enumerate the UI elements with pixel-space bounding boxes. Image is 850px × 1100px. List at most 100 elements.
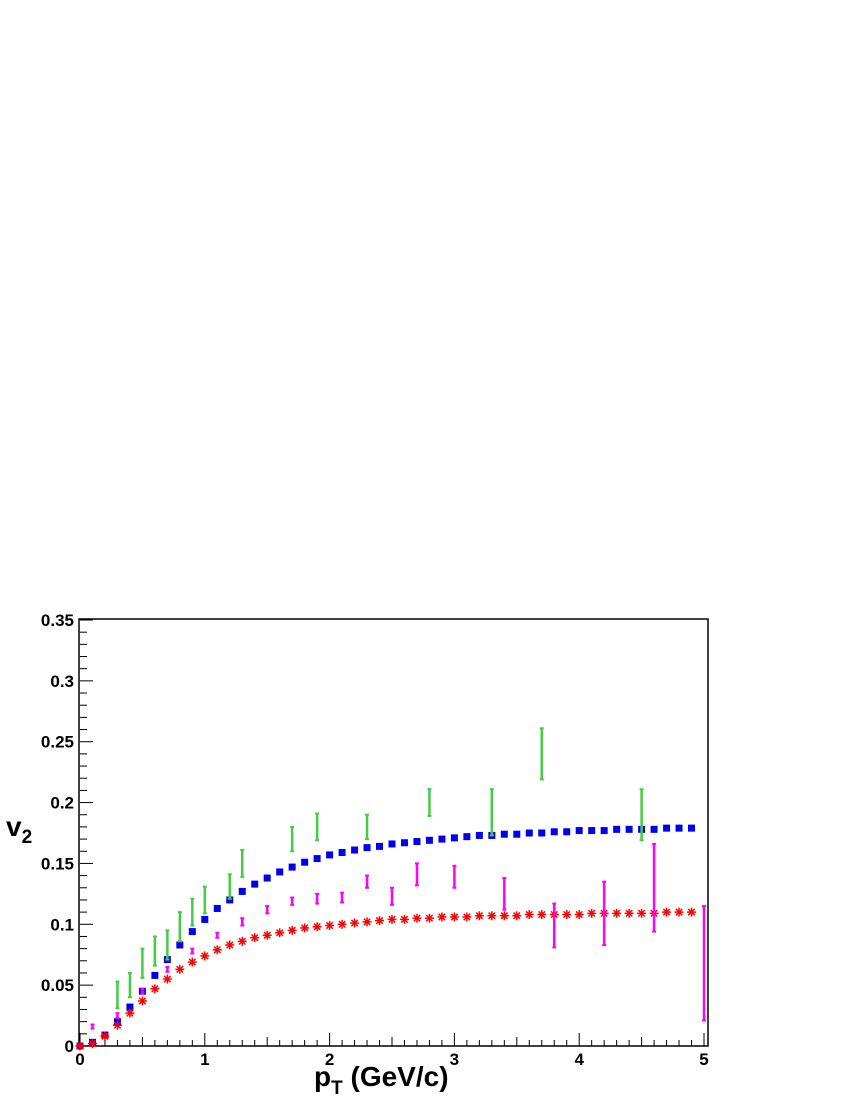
blue-square-point	[188, 928, 196, 936]
red-star-point	[150, 984, 160, 994]
y-tick-label: 0.35	[41, 611, 74, 630]
y-axis-title: v2	[6, 811, 32, 848]
green-error-bar	[365, 813, 370, 841]
blue-square-point	[313, 855, 321, 863]
red-star-point	[424, 913, 434, 923]
blue-square-point	[625, 825, 633, 833]
magenta-error-bar	[652, 842, 657, 933]
red-star-point	[275, 928, 285, 938]
series-3	[115, 727, 644, 1010]
magenta-error-bar	[315, 892, 320, 905]
magenta-error-bar	[290, 896, 295, 906]
blue-square-point	[388, 840, 396, 848]
y-axis-title-sub: 2	[22, 827, 33, 848]
red-star-point	[200, 951, 210, 961]
red-star-point	[562, 910, 572, 920]
magenta-error-bar	[240, 917, 245, 927]
blue-square-point	[413, 838, 421, 846]
blue-square-point	[575, 827, 583, 835]
blue-square-point	[438, 835, 446, 843]
magenta-error-bar	[414, 862, 419, 887]
red-star-point	[387, 914, 397, 924]
red-star-point	[100, 1031, 110, 1041]
series-1	[75, 907, 697, 1051]
magenta-error-bar	[390, 886, 394, 906]
x-tick-label: 4	[574, 1050, 584, 1069]
x-tick-label: 2	[325, 1050, 334, 1069]
red-star-point	[250, 933, 260, 943]
blue-square-point	[663, 824, 671, 832]
green-error-bar	[315, 812, 320, 842]
green-error-bar	[152, 935, 157, 967]
red-star-point	[674, 907, 684, 917]
red-star-point	[112, 1020, 122, 1030]
series-2	[90, 842, 706, 1030]
magenta-error-bar	[140, 987, 145, 995]
magenta-error-bar	[452, 864, 457, 889]
magenta-error-bar	[552, 902, 557, 949]
axes: 0 1 2 3 4 5 0 0.05 0.1 0.15 0.2 0.25 0.3 0.35	[41, 611, 709, 1069]
blue-square-point	[563, 828, 571, 836]
green-error-bar	[115, 980, 120, 1010]
y-axis-title-main: v	[6, 811, 22, 842]
y-tick-label: 0.25	[41, 733, 74, 752]
blue-square-point	[650, 825, 658, 833]
x-axis-title-main: p	[314, 1061, 331, 1092]
magenta-error-bar	[502, 877, 507, 911]
blue-square-point	[176, 941, 184, 949]
magenta-error-bar	[215, 931, 220, 939]
red-star-point	[225, 940, 235, 950]
red-star-point	[624, 908, 634, 918]
blue-square-point	[425, 836, 433, 844]
red-star-point	[137, 996, 147, 1006]
magenta-error-bar	[165, 965, 170, 973]
blue-square-point	[338, 848, 346, 856]
red-star-point	[87, 1039, 97, 1049]
red-star-point	[325, 921, 335, 931]
green-error-bar	[227, 873, 232, 900]
y-tick-label: 0.15	[41, 854, 74, 873]
red-star-point	[362, 917, 372, 927]
red-star-point	[587, 908, 597, 918]
red-star-point	[662, 907, 672, 917]
red-star-point	[637, 908, 647, 918]
blue-square-point	[550, 828, 558, 836]
red-star-point	[687, 907, 697, 917]
red-star-point	[487, 911, 497, 921]
x-tick-label: 5	[699, 1050, 708, 1069]
green-error-bar	[240, 849, 245, 878]
series-0	[76, 824, 696, 1050]
x-tick-label: 3	[450, 1050, 459, 1069]
magenta-error-bar	[90, 1023, 95, 1030]
blue-square-point	[600, 827, 608, 835]
magenta-error-bar	[365, 874, 370, 889]
blue-square-point	[463, 833, 471, 841]
blue-square-point	[276, 868, 284, 876]
blue-square-point	[588, 827, 596, 835]
y-tick-label: 0.3	[50, 672, 74, 691]
red-star-point	[162, 974, 172, 984]
blue-square-point	[450, 834, 458, 842]
magenta-error-bar	[702, 905, 706, 1022]
red-star-point	[337, 919, 347, 929]
blue-square-point	[525, 829, 533, 837]
blue-square-point	[263, 874, 271, 882]
y-tick-label: 0	[65, 1037, 74, 1056]
blue-square-point	[251, 880, 259, 888]
green-error-bar	[489, 788, 494, 837]
magenta-error-bar	[602, 880, 607, 946]
blue-square-point	[288, 863, 296, 871]
blue-square-point	[475, 831, 483, 839]
blue-square-point	[675, 824, 683, 832]
blue-square-point	[351, 846, 359, 854]
blue-square-point	[688, 824, 696, 832]
x-tick-label: 0	[75, 1050, 84, 1069]
red-star-point	[175, 964, 185, 974]
red-star-point	[612, 908, 622, 918]
data-marks	[75, 727, 706, 1051]
x-axis-title-unit: (GeV/c)	[343, 1061, 449, 1092]
red-star-point	[212, 945, 222, 955]
green-error-bar	[427, 788, 432, 817]
magenta-error-bar	[265, 905, 270, 915]
